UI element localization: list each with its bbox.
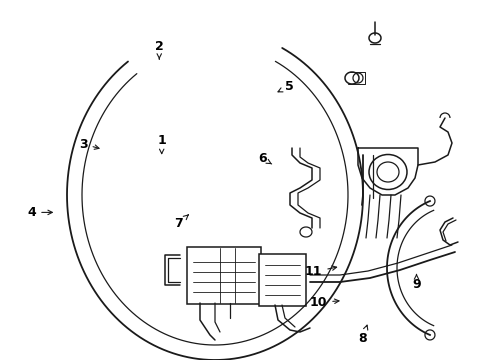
Text: 9: 9 (412, 275, 421, 291)
Text: 5: 5 (278, 80, 294, 93)
Text: 4: 4 (27, 206, 52, 219)
Text: 3: 3 (79, 138, 99, 150)
Text: 8: 8 (358, 325, 368, 345)
Text: 10: 10 (310, 296, 339, 309)
Text: 7: 7 (174, 215, 188, 230)
FancyBboxPatch shape (259, 254, 306, 306)
FancyBboxPatch shape (187, 247, 261, 304)
Text: 11: 11 (305, 265, 337, 278)
Text: 2: 2 (155, 40, 164, 59)
Text: 1: 1 (157, 134, 166, 154)
Text: 6: 6 (258, 152, 271, 165)
